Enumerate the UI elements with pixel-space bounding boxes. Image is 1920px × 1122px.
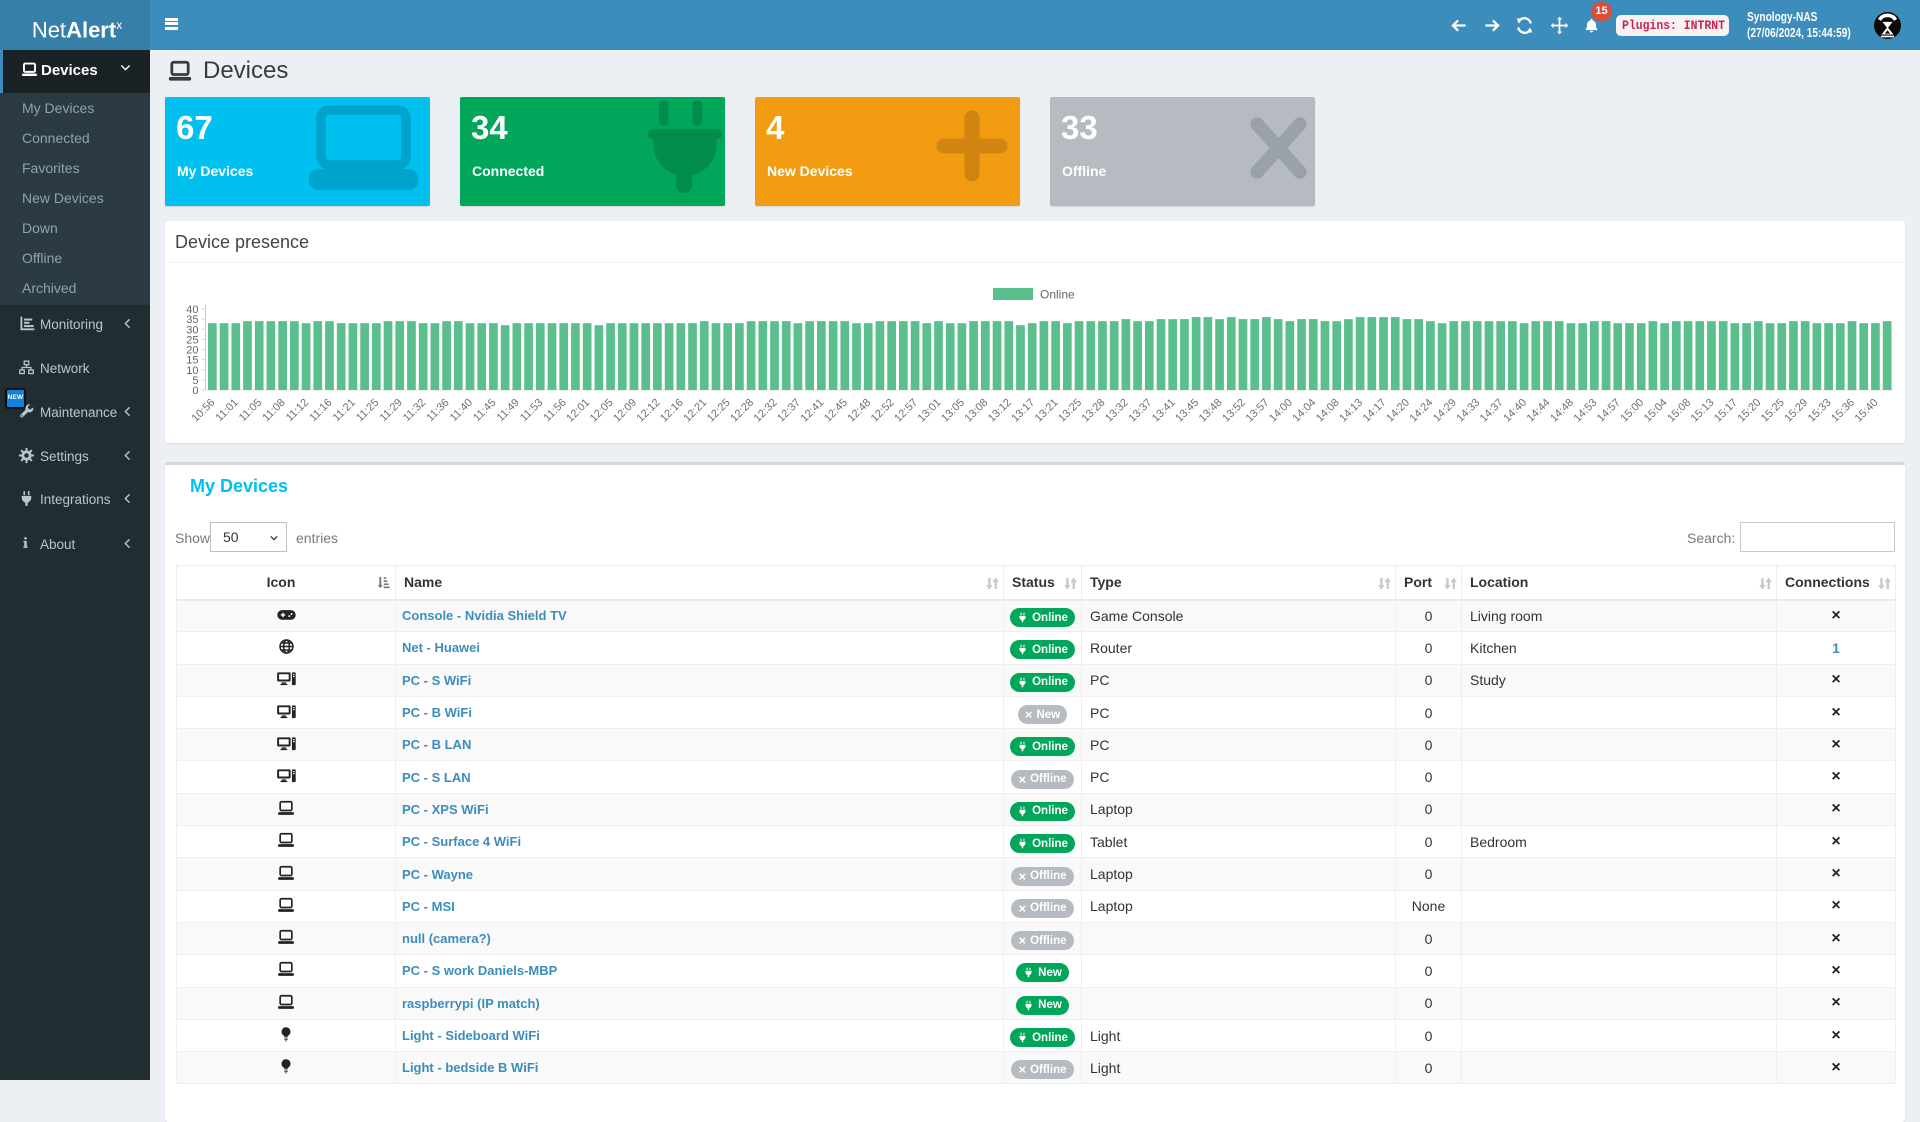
svg-text:13:28: 13:28 <box>1080 397 1108 425</box>
svg-text:14:57: 14:57 <box>1595 397 1623 425</box>
svg-text:12:37: 12:37 <box>775 397 803 425</box>
svg-text:15:13: 15:13 <box>1689 397 1717 425</box>
svg-text:12:41: 12:41 <box>799 397 827 425</box>
svg-text:13:25: 13:25 <box>1056 397 1084 425</box>
svg-text:15:08: 15:08 <box>1665 397 1693 425</box>
svg-text:14:37: 14:37 <box>1478 397 1506 425</box>
svg-text:13:05: 13:05 <box>939 397 967 425</box>
svg-text:14:00: 14:00 <box>1267 397 1295 425</box>
svg-text:13:41: 13:41 <box>1150 397 1178 425</box>
svg-text:40: 40 <box>186 304 198 316</box>
svg-text:15:20: 15:20 <box>1735 397 1763 425</box>
svg-text:11:12: 11:12 <box>284 397 311 424</box>
svg-text:14:13: 14:13 <box>1337 397 1365 425</box>
svg-text:11:45: 11:45 <box>471 397 498 424</box>
svg-text:11:01: 11:01 <box>214 397 241 424</box>
svg-text:15:00: 15:00 <box>1618 397 1646 425</box>
svg-text:11:21: 11:21 <box>331 397 358 424</box>
svg-text:12:48: 12:48 <box>845 397 873 425</box>
svg-text:14:40: 14:40 <box>1501 397 1529 425</box>
svg-text:15:29: 15:29 <box>1782 397 1810 425</box>
svg-text:11:49: 11:49 <box>495 397 522 424</box>
svg-text:12:28: 12:28 <box>728 397 756 425</box>
svg-text:15:33: 15:33 <box>1806 397 1834 425</box>
svg-text:14:24: 14:24 <box>1408 397 1436 425</box>
svg-text:13:12: 13:12 <box>986 397 1014 425</box>
svg-text:14:29: 14:29 <box>1431 397 1459 425</box>
svg-text:13:45: 13:45 <box>1173 397 1201 425</box>
svg-text:13:37: 13:37 <box>1126 397 1154 425</box>
svg-text:14:08: 14:08 <box>1314 397 1342 425</box>
svg-text:14:53: 14:53 <box>1572 397 1600 425</box>
svg-text:13:21: 13:21 <box>1033 397 1061 425</box>
svg-text:13:08: 13:08 <box>963 397 991 425</box>
svg-text:12:12: 12:12 <box>635 397 663 425</box>
svg-text:11:40: 11:40 <box>448 397 475 424</box>
svg-text:14:48: 14:48 <box>1548 397 1576 425</box>
svg-text:12:52: 12:52 <box>869 397 897 425</box>
svg-text:12:25: 12:25 <box>705 397 733 425</box>
svg-text:15:04: 15:04 <box>1642 397 1670 425</box>
svg-text:13:17: 13:17 <box>1009 397 1037 425</box>
svg-text:11:36: 11:36 <box>424 397 451 424</box>
svg-text:10: 10 <box>186 365 198 377</box>
svg-text:0: 0 <box>192 385 198 397</box>
svg-text:11:25: 11:25 <box>354 397 381 424</box>
svg-text:11:16: 11:16 <box>307 397 334 424</box>
svg-text:13:52: 13:52 <box>1220 397 1248 425</box>
svg-text:13:57: 13:57 <box>1244 397 1272 425</box>
svg-text:13:48: 13:48 <box>1197 397 1225 425</box>
svg-text:12:01: 12:01 <box>564 397 592 425</box>
svg-text:20: 20 <box>186 345 198 357</box>
svg-text:Online: Online <box>1040 288 1075 302</box>
svg-text:15:36: 15:36 <box>1829 397 1857 425</box>
svg-text:12:09: 12:09 <box>611 397 639 425</box>
svg-text:11:05: 11:05 <box>237 397 264 424</box>
svg-text:25: 25 <box>186 334 198 346</box>
svg-text:13:32: 13:32 <box>1103 397 1131 425</box>
svg-text:11:53: 11:53 <box>518 397 545 424</box>
svg-text:12:21: 12:21 <box>681 397 709 425</box>
svg-text:14:44: 14:44 <box>1525 397 1553 425</box>
svg-text:12:45: 12:45 <box>822 397 850 425</box>
svg-text:30: 30 <box>186 324 198 336</box>
svg-text:11:56: 11:56 <box>541 397 568 424</box>
svg-text:15:17: 15:17 <box>1712 397 1740 425</box>
svg-text:12:32: 12:32 <box>752 397 780 425</box>
svg-text:10:56: 10:56 <box>190 397 218 425</box>
svg-text:12:16: 12:16 <box>658 397 686 425</box>
svg-text:14:33: 14:33 <box>1454 397 1482 425</box>
svg-text:11:08: 11:08 <box>260 397 287 424</box>
svg-text:11:29: 11:29 <box>377 397 404 424</box>
svg-text:35: 35 <box>186 314 198 326</box>
svg-text:15:25: 15:25 <box>1759 397 1787 425</box>
svg-text:15: 15 <box>186 355 198 367</box>
svg-text:13:01: 13:01 <box>916 397 944 425</box>
svg-text:15:40: 15:40 <box>1853 397 1881 425</box>
svg-text:14:04: 14:04 <box>1290 397 1318 425</box>
svg-text:14:17: 14:17 <box>1361 397 1389 425</box>
svg-text:12:05: 12:05 <box>588 397 616 425</box>
svg-text:11:32: 11:32 <box>401 397 428 424</box>
svg-text:14:20: 14:20 <box>1384 397 1412 425</box>
svg-text:12:57: 12:57 <box>892 397 920 425</box>
svg-text:5: 5 <box>192 375 198 387</box>
